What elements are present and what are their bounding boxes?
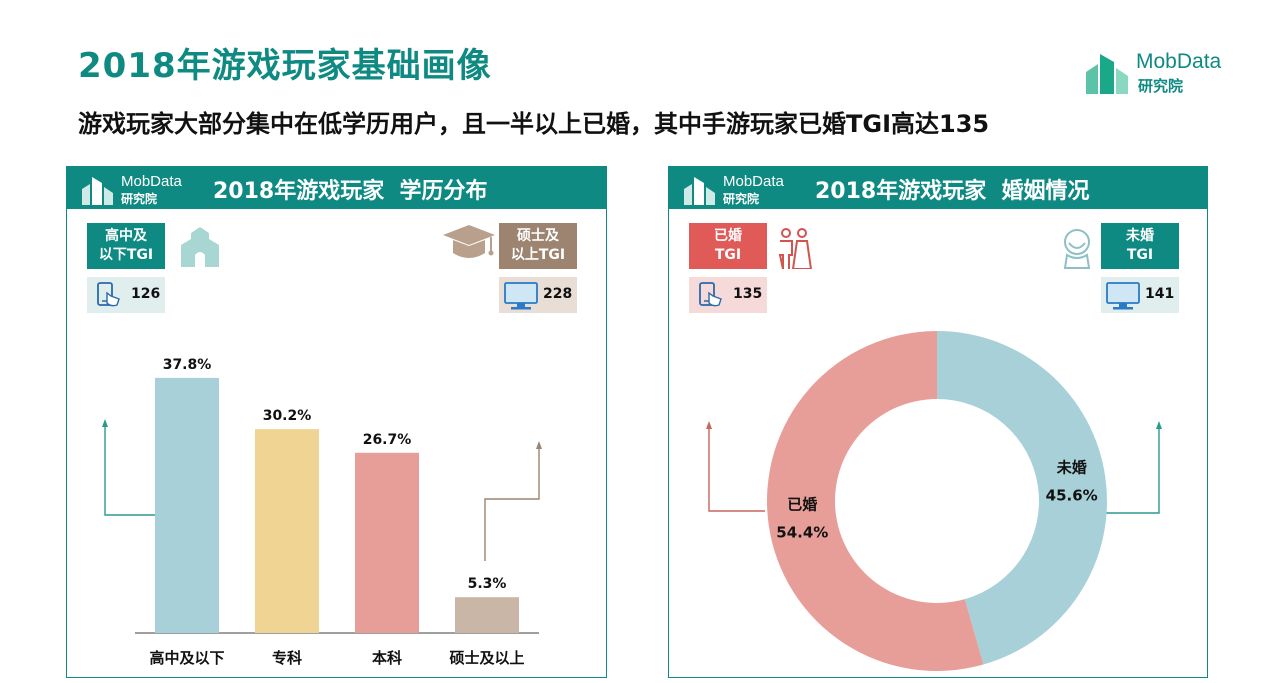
brand-logo: MobData 研究院 [1084, 48, 1254, 98]
mobdata-logo-icon [1086, 54, 1128, 94]
tgi-low-label-line2: 以下TGI [98, 247, 154, 263]
single-arrow-line [1105, 425, 1160, 514]
tgi-married-label-line2: TGI [714, 247, 742, 263]
marriage-panel-title: 2018年游戏玩家 婚姻情况 [815, 179, 1090, 204]
slice-value-label: 54.4% [776, 524, 828, 542]
married-arrow-head [706, 421, 712, 429]
page-subtitle: 游戏玩家大部分集中在低学历用户，且一半以上已婚，其中手游玩家已婚TGI高达135 [78, 110, 990, 138]
marriage-panel-header: MobData 研究院 2018年游戏玩家 婚姻情况 [669, 167, 1207, 209]
tgi-single-value: 141 [1145, 286, 1175, 302]
tgi-high-label: 硕士及 以上TGI [499, 223, 577, 269]
category-label: 高中及以下 [149, 649, 224, 667]
panel-logo: MobData 研究院 [81, 173, 201, 206]
panel-logo-sub: 研究院 [121, 192, 158, 206]
desktop-monitor-icon [1106, 282, 1140, 310]
panel-logo: MobData 研究院 [683, 173, 803, 206]
tgi-low-value-box: 126 [87, 277, 165, 313]
bar-value-label: 30.2% [263, 408, 312, 424]
slice-value-label: 45.6% [1046, 486, 1098, 504]
slice-label: 未婚 [1056, 458, 1087, 476]
marriage-donut-chart: 未婚 45.6% 已婚 54.4% [706, 331, 1162, 671]
tgi-high-value: 228 [543, 286, 573, 302]
education-bar-chart: 37.8% 高中及以下 30.2% 专科 26.7% 本科 5.3% 硕士及以上 [102, 357, 542, 667]
tgi-single-label-line1: 未婚 [1126, 228, 1154, 244]
wedding-couple-icon [778, 228, 813, 269]
desktop-monitor-icon [504, 282, 538, 310]
category-label: 硕士及以上 [449, 649, 524, 667]
school-building-icon [181, 227, 219, 267]
bar-1 [155, 377, 219, 633]
mobdata-logo-icon [82, 177, 113, 205]
panel-logo-sub: 研究院 [723, 192, 760, 206]
tgi-married-value-box: 135 [689, 277, 767, 313]
graduation-cap-icon [443, 225, 495, 258]
mobile-phone-icon [97, 282, 120, 307]
married-arrow-line [708, 425, 765, 512]
tgi-low-label: 高中及 以下TGI [87, 223, 165, 269]
panel-logo-name: MobData [121, 173, 182, 190]
tgi-high-label-line1: 硕士及 [517, 228, 559, 244]
tgi-married-label-line1: 已婚 [714, 228, 742, 244]
education-panel-title: 2018年游戏玩家 学历分布 [213, 179, 488, 204]
tgi-low-label-line1: 高中及 [105, 228, 147, 244]
tgi-low-value: 126 [131, 286, 161, 302]
panel-logo-name: MobData [723, 173, 784, 190]
marriage-panel: MobData 研究院 2018年游戏玩家 婚姻情况 已婚 TGI 135 未婚… [668, 166, 1208, 678]
mobdata-logo-icon [684, 177, 715, 205]
tgi-single-label: 未婚 TGI [1101, 223, 1179, 269]
bar-3 [355, 452, 419, 633]
mobile-phone-icon [699, 282, 722, 307]
education-panel: MobData 研究院 2018年游戏玩家 学历分布 高中及 以下TGI 126… [66, 166, 607, 678]
brown-arrow-line [484, 445, 540, 561]
tgi-single-value-box: 141 [1101, 277, 1179, 313]
brand-name: MobData [1136, 50, 1222, 73]
brand-sub: 研究院 [1138, 77, 1184, 95]
slice-label: 已婚 [787, 496, 817, 514]
bar-value-label: 5.3% [468, 576, 507, 592]
category-label: 本科 [372, 649, 402, 667]
page-title: 2018年游戏玩家基础画像 [78, 46, 492, 86]
tgi-married-value: 135 [733, 286, 763, 302]
tgi-single-label-line2: TGI [1126, 247, 1154, 263]
bar-2 [255, 429, 319, 633]
education-panel-header: MobData 研究院 2018年游戏玩家 学历分布 [67, 167, 606, 209]
tgi-married-label: 已婚 TGI [689, 223, 767, 269]
teal-arrow-line [104, 423, 155, 516]
category-label: 专科 [272, 649, 302, 667]
bar-4 [455, 597, 519, 633]
donut-slice-2 [767, 331, 984, 671]
donut-slice-1 [937, 331, 1107, 665]
single-arrow-head [1156, 421, 1162, 429]
bar-value-label: 37.8% [163, 357, 212, 373]
tgi-high-label-line2: 以上TGI [510, 247, 566, 263]
tgi-high-value-box: 228 [499, 277, 577, 313]
single-person-icon [1063, 229, 1091, 269]
teal-arrow-head [102, 419, 108, 427]
brown-arrow-head [536, 441, 542, 449]
bar-value-label: 26.7% [363, 432, 412, 448]
